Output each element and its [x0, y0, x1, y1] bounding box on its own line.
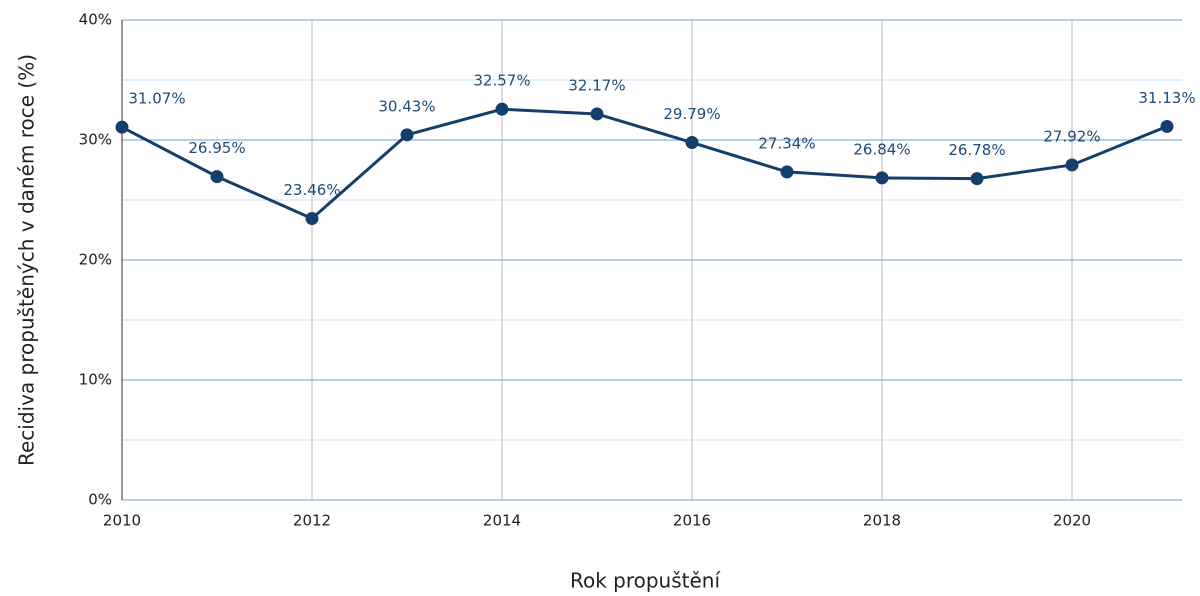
- point: [115, 120, 129, 134]
- x-axis-label: Rok propuštění: [570, 569, 722, 593]
- y-tick-label: 30%: [79, 131, 112, 149]
- point: [685, 136, 699, 150]
- data-label: 23.46%: [283, 181, 340, 199]
- point: [1065, 158, 1079, 172]
- point: [1160, 119, 1174, 133]
- x-tick-label: 2010: [103, 512, 141, 530]
- data-label: 31.07%: [128, 90, 185, 108]
- data-label: 31.13%: [1138, 89, 1195, 107]
- point: [780, 165, 794, 179]
- data-label: 32.17%: [568, 76, 625, 94]
- x-tick-label: 2012: [293, 512, 331, 530]
- point: [210, 170, 224, 184]
- y-axis-label: Recidiva propuštěných v daném roce (%): [15, 54, 39, 466]
- point: [495, 102, 509, 116]
- point: [590, 107, 604, 121]
- x-tick-label: 2020: [1053, 512, 1091, 530]
- y-tick-label: 40%: [79, 11, 112, 29]
- data-label: 27.34%: [758, 134, 815, 152]
- data-label: 27.92%: [1043, 127, 1100, 145]
- x-tick-label: 2018: [863, 512, 901, 530]
- data-label: 29.79%: [663, 105, 720, 123]
- x-tick-label: 2014: [483, 512, 521, 530]
- data-label: 26.95%: [188, 139, 245, 157]
- data-label: 26.84%: [853, 140, 910, 158]
- y-tick-label: 20%: [79, 251, 112, 269]
- x-tick-label: 2016: [673, 512, 711, 530]
- y-tick-label: 10%: [79, 371, 112, 389]
- point: [875, 171, 889, 185]
- line: [121, 107, 1168, 221]
- point: [305, 211, 319, 225]
- data-label: 32.57%: [473, 72, 530, 90]
- data-label: 26.78%: [948, 141, 1005, 159]
- data-label: 30.43%: [378, 97, 435, 115]
- point: [970, 172, 984, 186]
- point: [400, 128, 414, 142]
- y-tick-label: 0%: [88, 491, 112, 509]
